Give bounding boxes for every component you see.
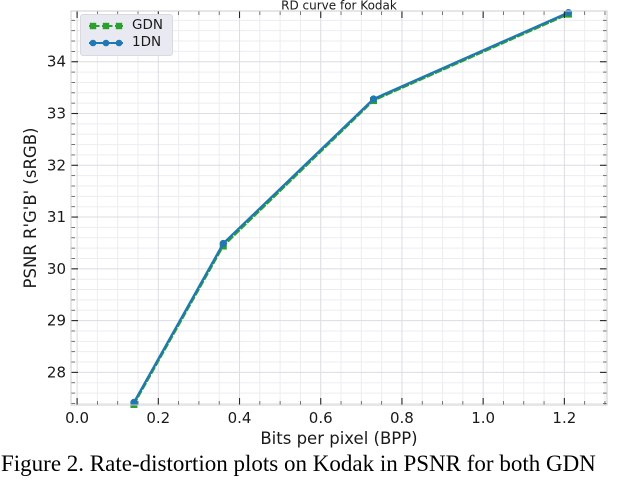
y-tick-label: 33 (47, 105, 66, 123)
data-point-marker (564, 8, 573, 17)
y-tick-label: 29 (47, 312, 66, 330)
legend-item-label: 1DN (132, 34, 162, 51)
legend-item-gdn: GDN (87, 19, 163, 33)
y-tick-label: 28 (47, 363, 66, 381)
gridlines-minor (71, 11, 607, 405)
legend-marker-gdn (89, 22, 123, 30)
series-gdn (130, 10, 572, 408)
gridlines-major (71, 11, 607, 405)
rd-curve-chart: 0.0 0.2 0.4 0.6 0.8 1.0 1.2 28 29 30 31 32 33 34 RD cu… (21, 0, 608, 448)
legend-item-label: GDN (132, 17, 163, 34)
chart-title: RD curve for Kodak (281, 0, 397, 13)
legend-item-1dn: 1DN (87, 36, 163, 50)
x-tick-label: 0.6 (309, 409, 333, 427)
series-1dn (130, 8, 573, 407)
data-point-marker (219, 239, 227, 248)
x-tick-label: 0.4 (228, 409, 252, 427)
data-point-marker (130, 398, 138, 407)
figure-caption: Figure 2. Rate-distortion plots on Kodak… (1, 451, 596, 476)
x-tick-label: 0.0 (65, 409, 89, 427)
x-tick-label: 1.0 (471, 409, 495, 427)
series-group (130, 8, 573, 408)
y-tick-label: 32 (47, 156, 66, 174)
legend: GDN 1DN (80, 14, 173, 56)
axis-labels: 0.0 0.2 0.4 0.6 0.8 1.0 1.2 28 29 30 31 32 33 34 RD cu… (21, 0, 576, 448)
x-tick-label: 0.8 (390, 409, 414, 427)
y-axis-label: PSNR R'G'B' (sRGB) (21, 128, 40, 289)
legend-marker-1dn (89, 39, 123, 47)
axis-ticks (71, 11, 607, 405)
x-tick-label: 1.2 (552, 409, 576, 427)
data-point-marker (369, 95, 378, 103)
plot-spines (70, 10, 608, 406)
y-tick-label: 30 (47, 260, 66, 278)
x-axis-label: Bits per pixel (BPP) (260, 429, 417, 448)
x-tick-label: 0.2 (146, 409, 170, 427)
y-tick-label: 34 (47, 53, 66, 71)
y-tick-label: 31 (47, 208, 66, 226)
